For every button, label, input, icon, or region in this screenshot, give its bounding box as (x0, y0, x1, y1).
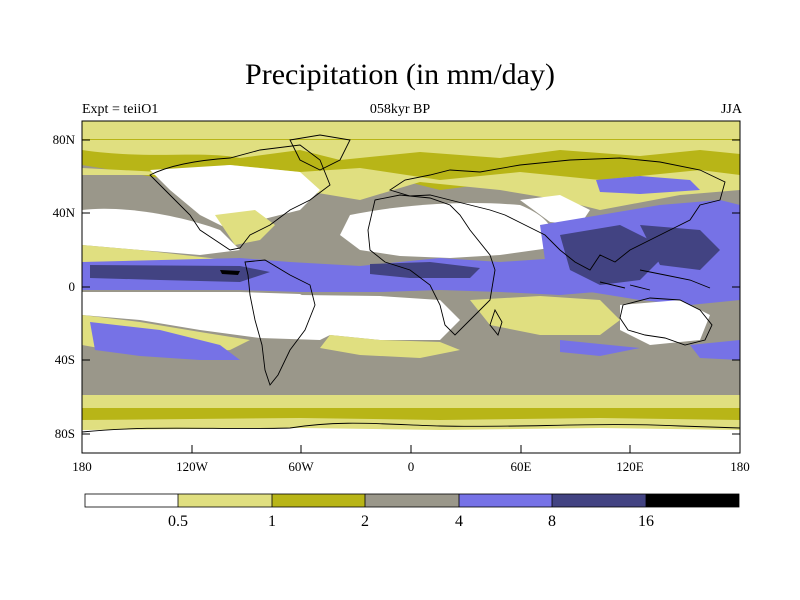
colorbar-label-4: 4 (455, 513, 463, 530)
field-monsoon-india-8-16 (560, 225, 660, 285)
field-arctic-band (82, 121, 740, 139)
coast-antarctica (82, 422, 740, 433)
coast-north-america (149, 144, 331, 251)
field-sindian-light (470, 296, 620, 335)
lat-label-40s: 40S (55, 352, 75, 367)
colorbar-label-1: 1 (268, 513, 276, 530)
field-antarctic-edge (82, 418, 740, 430)
colorbar-box-5 (459, 494, 552, 507)
field-monsoon-wpacific-8-16 (640, 225, 720, 270)
coastlines (82, 134, 740, 433)
lon-label-60e: 60E (511, 459, 532, 474)
lat-tick-marks (82, 139, 740, 435)
field-itcz-pacific-8-16 (90, 265, 270, 282)
colorbar-label-8: 8 (548, 513, 556, 530)
lon-label-120w: 120W (176, 459, 209, 474)
lat-label-80n: 80N (53, 132, 76, 147)
lon-label-60w: 60W (288, 459, 314, 474)
lat-label-40n: 40N (53, 205, 76, 220)
colorbar (84, 493, 740, 508)
lat-tick-labels: 80N 40N 0 40S 80S (53, 132, 76, 441)
experiment-label: Expt = teiiO1 (82, 102, 159, 117)
field-spacific-dry (82, 292, 340, 340)
field-spcz-4-8 (90, 322, 240, 360)
field-sahara-dry (340, 203, 554, 258)
field-sindian-4-8 (560, 340, 640, 356)
colorbar-label-0-5: 0.5 (168, 513, 188, 530)
field-siberia-4-8 (596, 176, 700, 194)
coast-south-america (244, 259, 316, 386)
field-tasman-4-8 (690, 340, 740, 360)
field-satlantic-light (320, 335, 460, 358)
season-label: JJA (720, 102, 742, 117)
colorbar-box-7 (646, 494, 739, 507)
lon-tick-marks (81, 445, 741, 453)
colorbar-box-2 (178, 494, 272, 507)
colorbar-box-3 (272, 494, 365, 507)
coast-australia (619, 297, 713, 346)
coast-greenland (289, 134, 351, 171)
lon-tick-labels: 180 120W 60W 0 60E 120E 180 (72, 459, 750, 474)
coast-africa (367, 194, 496, 336)
field-satlantic-dry (300, 295, 460, 340)
field-usa-light (215, 210, 275, 245)
colorbar-box-4 (365, 494, 459, 507)
field-antarctica-dry (82, 425, 740, 453)
coast-eurasia (388, 157, 726, 271)
colorbar-box-1 (85, 494, 178, 507)
coast-madagascar (489, 308, 503, 336)
coast-maritime-continent (599, 269, 711, 291)
field-australia-dry (620, 300, 710, 345)
colorbar-label-2: 2 (361, 513, 369, 530)
field-npacific-dry (82, 208, 240, 255)
colorbar-label-16: 16 (638, 513, 654, 530)
lon-label-120e: 120E (616, 459, 644, 474)
colorbar-frame (84, 493, 740, 508)
field-central-asia-dry (520, 195, 590, 225)
lon-label-180e: 180 (730, 459, 750, 474)
time-period-label: 058kyr BP (369, 102, 431, 117)
lat-label-0: 0 (69, 279, 76, 294)
colorbar-labels: 0.5 1 2 4 8 16 (168, 513, 654, 530)
field-southern-light (82, 395, 740, 410)
field-north-light (82, 140, 740, 160)
colorbar-box-6 (552, 494, 646, 507)
lon-label-0: 0 (408, 459, 415, 474)
lon-label-180w: 180 (72, 459, 92, 474)
precipitation-field (82, 121, 740, 453)
field-pacific-max-16 (220, 270, 240, 275)
lat-label-80s: 80S (55, 426, 75, 441)
map-title: Precipitation (in mm/day) (245, 58, 555, 91)
field-namerica-dry (150, 165, 320, 230)
